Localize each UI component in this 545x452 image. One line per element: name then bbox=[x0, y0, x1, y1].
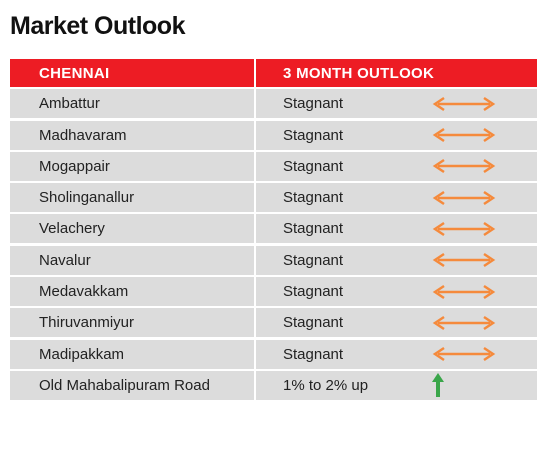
outlook-cell: Stagnant bbox=[256, 151, 537, 181]
outlook-cell: Stagnant bbox=[256, 214, 537, 244]
table-row: Mogappair Stagnant bbox=[10, 151, 537, 181]
outlook-cell: Stagnant bbox=[256, 308, 537, 338]
table-row: Ambattur Stagnant bbox=[10, 89, 537, 119]
page-title: Market Outlook bbox=[10, 12, 185, 40]
location-cell: Velachery bbox=[10, 214, 254, 244]
table-row: Madhavaram Stagnant bbox=[10, 120, 537, 150]
outlook-text: Stagnant bbox=[283, 345, 344, 363]
outlook-text: Stagnant bbox=[283, 189, 344, 207]
outlook-cell: Stagnant bbox=[256, 183, 537, 213]
location-cell: Mogappair bbox=[10, 151, 254, 181]
outlook-cell: 1% to 2% up bbox=[256, 370, 537, 400]
table-row: Velachery Stagnant bbox=[10, 214, 537, 244]
orange-double-arrow-icon bbox=[432, 347, 496, 362]
outlook-text: Stagnant bbox=[283, 157, 344, 175]
location-cell: Madhavaram bbox=[10, 120, 254, 150]
outlook-text: Stagnant bbox=[283, 251, 344, 269]
outlook-cell: Stagnant bbox=[256, 245, 537, 275]
orange-double-arrow-icon bbox=[432, 315, 496, 330]
orange-double-arrow-icon bbox=[432, 221, 496, 237]
table-row: Old Mahabalipuram Road 1% to 2% up bbox=[10, 370, 537, 400]
table-row: Madipakkam Stagnant bbox=[10, 339, 537, 369]
table-row: Thiruvanmiyur Stagnant bbox=[10, 308, 537, 338]
market-outlook-table: CHENNAI 3 MONTH OUTLOOK Ambattur Stagnant… bbox=[10, 59, 537, 400]
location-cell: Old Mahabalipuram Road bbox=[10, 370, 254, 400]
outlook-text: 1% to 2% up bbox=[283, 376, 369, 394]
outlook-text: Stagnant bbox=[283, 95, 344, 113]
column-header-location: CHENNAI bbox=[10, 59, 254, 87]
location-cell: Sholinganallur bbox=[10, 183, 254, 213]
orange-double-arrow-icon bbox=[432, 253, 496, 268]
column-header-outlook: 3 MONTH OUTLOOK bbox=[256, 59, 537, 87]
orange-double-arrow-icon bbox=[432, 96, 496, 111]
outlook-cell: Stagnant bbox=[256, 339, 537, 369]
outlook-text: Stagnant bbox=[283, 126, 344, 144]
location-cell: Thiruvanmiyur bbox=[10, 308, 254, 338]
outlook-text: Stagnant bbox=[283, 283, 344, 301]
outlook-text: Stagnant bbox=[283, 220, 344, 238]
location-cell: Ambattur bbox=[10, 89, 254, 119]
orange-double-arrow-icon bbox=[432, 128, 496, 143]
location-cell: Navalur bbox=[10, 245, 254, 275]
outlook-text: Stagnant bbox=[283, 314, 344, 332]
orange-double-arrow-icon bbox=[432, 159, 496, 174]
outlook-cell: Stagnant bbox=[256, 277, 537, 307]
outlook-cell: Stagnant bbox=[256, 89, 537, 119]
table-row: Navalur Stagnant bbox=[10, 245, 537, 275]
orange-double-arrow-icon bbox=[432, 190, 496, 205]
green-up-arrow-icon bbox=[432, 373, 444, 398]
table-row: Sholinganallur Stagnant bbox=[10, 183, 537, 213]
location-cell: Madipakkam bbox=[10, 339, 254, 369]
location-cell: Medavakkam bbox=[10, 277, 254, 307]
table-header-row: CHENNAI 3 MONTH OUTLOOK bbox=[10, 59, 537, 87]
orange-double-arrow-icon bbox=[432, 284, 496, 299]
table-row: Medavakkam Stagnant bbox=[10, 277, 537, 307]
outlook-cell: Stagnant bbox=[256, 120, 537, 150]
